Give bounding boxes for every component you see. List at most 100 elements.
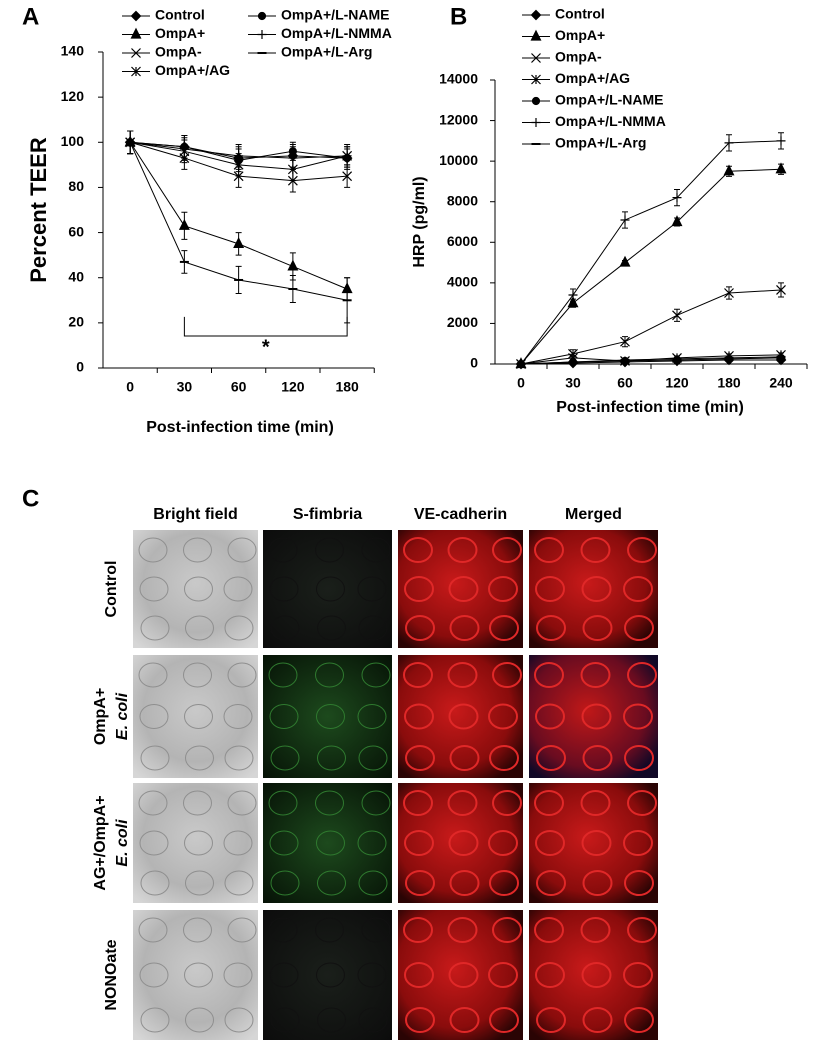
cell [316, 576, 345, 602]
cell [492, 662, 522, 688]
x-tick-label: 0 [126, 379, 134, 395]
micrograph [263, 530, 392, 648]
cell [582, 870, 613, 896]
legend-marker [531, 118, 541, 127]
cell [624, 1007, 654, 1033]
cell [624, 745, 654, 771]
row-label: AG+/OmpA+ [92, 795, 109, 890]
y-tick-label: 20 [68, 314, 84, 330]
cell [581, 576, 612, 602]
cell [535, 830, 565, 856]
y-tick-label: 4000 [447, 274, 478, 290]
y-axis-label: HRP (pg/ml) [411, 176, 428, 267]
x-tick-label: 0 [517, 375, 525, 391]
cell [535, 576, 565, 602]
marker [233, 237, 245, 248]
cell [623, 703, 653, 730]
cell [270, 1007, 300, 1033]
cell [361, 790, 391, 816]
legend-marker [257, 11, 267, 21]
legend-label: OmpA+/L-Arg [281, 44, 372, 60]
x-tick-label: 120 [281, 379, 305, 395]
column-header: Merged [565, 506, 622, 523]
micrograph [398, 655, 523, 778]
cell [405, 745, 435, 771]
cell [534, 537, 564, 563]
cell [317, 870, 346, 896]
micrograph [529, 783, 658, 903]
cell [138, 537, 168, 563]
cell [361, 917, 391, 943]
cell [405, 615, 435, 641]
y-tick-label: 80 [68, 178, 84, 194]
cell [223, 704, 253, 729]
cell [223, 830, 253, 856]
cell [223, 962, 253, 988]
row-label: E. coli [114, 819, 131, 867]
micrograph [529, 910, 658, 1040]
cell [183, 537, 212, 563]
cell [488, 576, 518, 602]
cell [224, 745, 254, 771]
cell [449, 1007, 480, 1033]
micrograph [529, 530, 658, 648]
cell [358, 870, 388, 896]
cell [488, 830, 518, 856]
marker [724, 138, 734, 148]
cell [448, 703, 479, 730]
series-line [520, 359, 781, 365]
cell [535, 703, 565, 730]
cell [357, 962, 387, 988]
row-label: E. coli [114, 692, 131, 740]
cell [315, 662, 344, 688]
y-axis-label: Percent TEER [26, 137, 51, 283]
legend-label: OmpA+/AG [555, 70, 630, 86]
series-line [520, 356, 782, 365]
cell [185, 1007, 214, 1033]
legend-marker [130, 27, 142, 39]
cell [448, 962, 479, 988]
cell [489, 745, 519, 771]
x-tick-label: 60 [617, 375, 633, 391]
legend-marker [531, 74, 541, 85]
y-tick-label: 60 [68, 223, 84, 239]
column-header: VE-cadherin [414, 506, 507, 523]
cell [449, 870, 480, 896]
row-label: NONOate [103, 939, 120, 1010]
x-tick-label: 180 [717, 375, 741, 391]
cell [317, 615, 346, 641]
marker [672, 310, 682, 321]
micrograph [398, 530, 523, 648]
cell [488, 962, 518, 988]
legend-marker [530, 29, 542, 41]
x-tick-label: 60 [231, 379, 247, 395]
cell [447, 790, 478, 816]
cell [184, 576, 213, 602]
cell [447, 917, 478, 943]
cell [447, 537, 478, 563]
cell [488, 703, 518, 730]
legend-marker [531, 96, 541, 106]
cell [536, 615, 566, 641]
cell [358, 615, 388, 641]
cell [536, 1007, 566, 1033]
cell [627, 917, 657, 943]
cell [534, 662, 564, 688]
cell [269, 704, 299, 729]
cell [404, 830, 434, 856]
cell [317, 745, 346, 771]
cell [489, 1007, 519, 1033]
legend-label: OmpA+/L-NAME [555, 92, 664, 108]
micrograph [133, 530, 258, 648]
legend-marker [130, 10, 142, 22]
y-tick-label: 120 [61, 88, 85, 104]
cell [489, 870, 519, 896]
micrograph [133, 910, 258, 1040]
cell [227, 662, 257, 688]
cell [139, 962, 169, 988]
cell [403, 917, 433, 943]
cell [316, 830, 345, 856]
x-axis-label: Post-infection time (min) [556, 399, 744, 416]
cell [139, 704, 169, 729]
cell [580, 790, 611, 816]
